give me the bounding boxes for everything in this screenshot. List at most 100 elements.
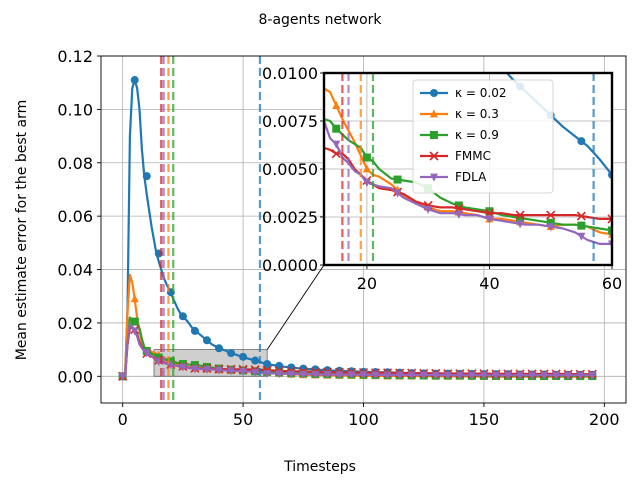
legend-marker-2 — [430, 131, 438, 139]
series-0-point-6 — [190, 326, 199, 335]
inset-series-2-point-4 — [362, 153, 371, 162]
y-tick-label-3: 0.06 — [57, 207, 93, 226]
series-4-point-19 — [347, 371, 356, 380]
y-axis-label: Mean estimate error for the best arm — [14, 100, 30, 361]
inset-series-0-point-8 — [485, 46, 493, 54]
inset-series-0-point-11 — [577, 137, 586, 146]
legend-box — [412, 79, 554, 194]
legend-label-0: κ = 0.02 — [455, 86, 506, 100]
legend-label-4: FDLA — [455, 170, 487, 184]
inset-y-tick-label-1: 0.0025 — [262, 208, 318, 227]
series-4-point-2 — [142, 349, 151, 358]
inset-series-line-3 — [324, 146, 612, 220]
series-4-point-0 — [118, 372, 127, 381]
series-4-point-17 — [323, 371, 332, 380]
inset-series-1-point-3 — [332, 101, 341, 110]
inset-series-2-point-5 — [393, 175, 402, 184]
series-4-point-32 — [503, 371, 512, 380]
inset-series-4-point-4 — [362, 179, 371, 188]
series-4-point-6 — [190, 365, 199, 374]
inset-y-tick-label-4: 0.0100 — [262, 64, 318, 83]
series-4-point-8 — [215, 366, 224, 375]
connector-line-0 — [266, 264, 325, 350]
series-4-point-39 — [588, 371, 597, 380]
inset-series-4-point-3 — [332, 140, 341, 149]
legend-marker-3 — [429, 151, 439, 161]
inset-series-2 — [324, 118, 612, 235]
inset-series-2-point-8 — [485, 207, 494, 216]
inset-series-line-2 — [324, 118, 612, 232]
inset-connector-lines — [266, 264, 325, 350]
series-2-point-3 — [154, 353, 163, 362]
series-4-point-21 — [371, 371, 380, 380]
legend-marker-1 — [430, 109, 438, 118]
inset-series-3-point-11 — [576, 211, 586, 221]
series-0-point-11 — [251, 356, 260, 365]
inset-series-1-point-4 — [362, 164, 371, 173]
y-tick-label-6: 0.12 — [57, 47, 93, 66]
series-0-point-12 — [263, 360, 272, 369]
inset-series-3-point-9 — [515, 210, 525, 220]
inset-series-4-point-8 — [485, 215, 494, 224]
inset-series-4-point-9 — [516, 220, 525, 229]
series-0-point-2 — [142, 172, 151, 181]
series-4-point-12 — [263, 369, 272, 378]
inset-series-line-0 — [505, 73, 612, 176]
series-4-point-27 — [443, 371, 452, 380]
series-0-point-1 — [130, 76, 139, 85]
series-4-point-13 — [275, 370, 284, 379]
y-tick-label-4: 0.08 — [57, 154, 93, 173]
series-1-point-1 — [130, 294, 139, 303]
legend-marker-0 — [430, 89, 438, 97]
legend-entry-1: κ = 0.3 — [420, 107, 499, 121]
inset-series-3-point-10 — [546, 210, 556, 220]
series-4-point-1 — [130, 327, 139, 336]
inset-series-3-point-12 — [607, 214, 612, 224]
series-4-point-11 — [251, 368, 260, 377]
series-4-point-9 — [227, 367, 236, 376]
series-4-point-34 — [528, 371, 537, 380]
series-0-point-10 — [239, 352, 248, 361]
main-plot-area: 0 50 100 150 200 0.00 0.02 0.04 0.06 0.08 0.10 0.12 — [57, 47, 627, 429]
x-tick-label-3: 150 — [469, 410, 500, 429]
legend-entry-0: κ = 0.02 — [420, 86, 506, 100]
legend-marker-4 — [430, 173, 438, 182]
series-4-point-25 — [419, 371, 428, 380]
x-tick-label-4: 200 — [589, 410, 620, 429]
inset-series-4-point-11 — [577, 232, 586, 241]
series-2-point-1 — [130, 317, 139, 326]
inset-x-tick-label-1: 40 — [479, 274, 499, 293]
legend-label-2: κ = 0.9 — [455, 128, 499, 142]
series-0-point-7 — [202, 336, 211, 345]
series-4-point-30 — [479, 371, 488, 380]
x-tick-label-0: 0 — [118, 410, 128, 429]
inset-series-2-point-3 — [332, 124, 341, 133]
series-4-point-20 — [359, 371, 368, 380]
series-4-point-14 — [287, 370, 296, 379]
inset-series-line-1 — [324, 87, 612, 236]
inset-y-tick-label-3: 0.0075 — [262, 112, 318, 131]
inset-series-4-point-5 — [393, 189, 402, 198]
x-tick-label-2: 100 — [348, 410, 379, 429]
y-tick-label-2: 0.04 — [57, 261, 93, 280]
series-4-point-15 — [299, 370, 308, 379]
series-4-point-28 — [455, 371, 464, 380]
inset-x-tick-label-0: 20 — [357, 274, 377, 293]
series-0-point-5 — [178, 312, 187, 321]
legend-entry-2: κ = 0.9 — [420, 128, 499, 142]
x-axis-label: Timesteps — [283, 459, 356, 475]
inset-x-tick-label-2: 60 — [602, 274, 622, 293]
series-0-point-8 — [215, 344, 224, 353]
inset-series-2-point-9 — [516, 213, 525, 222]
series-4-point-35 — [540, 371, 549, 380]
series-4-point-16 — [311, 371, 320, 380]
inset-series-2-point-12 — [608, 226, 612, 235]
series-2-point-6 — [190, 361, 199, 370]
series-4-point-10 — [239, 367, 248, 376]
inset-series-line-4 — [324, 120, 612, 245]
y-tick-label-1: 0.02 — [57, 314, 93, 333]
series-4-point-26 — [431, 371, 440, 380]
series-4-point-7 — [202, 365, 211, 374]
inset-series-4-point-7 — [454, 210, 463, 219]
